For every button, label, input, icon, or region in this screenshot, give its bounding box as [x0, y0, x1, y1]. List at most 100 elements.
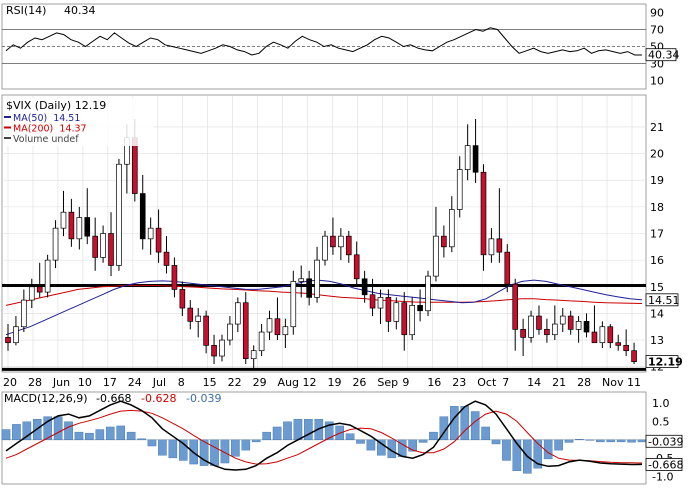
- candle-body: [583, 321, 590, 333]
- macd-histogram-bar: [554, 439, 563, 451]
- macd-histogram-bar: [53, 416, 63, 441]
- macd-histogram-bar: [105, 426, 115, 441]
- macd-last-label: -0.668: [648, 458, 683, 471]
- macd-histogram-bar: [74, 431, 84, 441]
- macd-histogram-bar: [43, 416, 53, 441]
- price-y-tick: 19: [650, 174, 664, 187]
- macd-histogram-bar: [575, 439, 584, 441]
- macd-histogram-bar: [502, 439, 511, 461]
- candle-body: [401, 302, 408, 336]
- macd-histogram-bar: [262, 431, 271, 441]
- price-y-tick: 20: [650, 148, 664, 161]
- candle-body: [591, 331, 598, 344]
- price-y-tick: 15: [650, 281, 664, 294]
- macd-histogram-bar: [283, 421, 292, 441]
- candle-body: [330, 235, 336, 248]
- macd-last-label: -0.039: [648, 435, 683, 448]
- rsi-last-value: 40.34: [648, 49, 680, 62]
- macd-line: [5, 400, 643, 471]
- macd-histogram-bar: [481, 426, 490, 441]
- chart-title: $VIX (Daily) 12.19: [6, 99, 106, 112]
- macd-last-box: [645, 434, 683, 448]
- x-tick-label: Sep: [377, 376, 398, 389]
- candle-body: [36, 286, 43, 293]
- macd-legend-name: MACD(12,26,9): [4, 392, 88, 405]
- x-tick-label: 21: [552, 376, 566, 389]
- legend-value: 14.51: [53, 113, 80, 124]
- macd-y-tick: 0.5: [652, 415, 670, 428]
- legend-name: MA(50): [13, 113, 47, 124]
- macd-histogram-bar: [137, 438, 146, 441]
- legend-name: Volume undef: [13, 134, 79, 145]
- legend-bg: [4, 98, 154, 146]
- macd-histogram-bar: [429, 431, 438, 441]
- candle-body: [163, 251, 170, 266]
- candle-body: [417, 305, 423, 312]
- candle-body: [171, 265, 178, 290]
- candle-body: [68, 211, 75, 240]
- price-last-label: 14.51: [648, 294, 680, 307]
- candle-body: [100, 233, 106, 258]
- candle-body: [369, 294, 376, 309]
- x-tick-label: Nov: [602, 376, 624, 389]
- candle-body: [409, 305, 415, 336]
- candle-body: [274, 318, 281, 336]
- x-tick-label: 12: [303, 376, 317, 389]
- candle-body: [290, 281, 297, 328]
- macd-histogram-bar: [512, 439, 522, 471]
- macd-histogram-bar: [147, 439, 157, 447]
- candle-body: [203, 315, 209, 346]
- candle-body: [266, 318, 273, 333]
- candle-body: [353, 254, 360, 280]
- x-tick-label: 17: [103, 376, 117, 389]
- candle-body: [393, 302, 400, 322]
- ma200-line: [5, 284, 643, 306]
- candle-body: [52, 227, 59, 261]
- macd-histogram-bar: [491, 439, 501, 445]
- macd-y-tick: -1.0: [652, 471, 673, 484]
- macd-histogram-bar: [231, 439, 240, 457]
- candle-body: [147, 227, 154, 240]
- rsi-legend-value: 40.34: [64, 4, 96, 17]
- macd-panel: 1.00.50.0-0.5-1.0MACD(12,26,9)-0.668-0.6…: [1, 391, 683, 485]
- macd-histogram-bar: [627, 439, 636, 443]
- candle-body: [441, 235, 447, 248]
- candle-body: [84, 217, 91, 237]
- candle-body: [575, 321, 582, 330]
- macd-histogram-bar: [272, 426, 282, 441]
- x-tick-label: Oct: [477, 376, 497, 389]
- price-y-tick: 17: [650, 228, 664, 241]
- macd-histogram-bar: [377, 439, 386, 456]
- ma50-line: [5, 279, 643, 336]
- x-tick-label: 8: [178, 376, 185, 389]
- macd-histogram-bar: [1, 429, 11, 441]
- x-tick-label: Jun: [52, 376, 70, 389]
- x-tick-label: Jul: [152, 376, 166, 389]
- macd-histogram-bar: [22, 421, 32, 441]
- macd-histogram-bar: [460, 406, 470, 441]
- rsi-legend-name: RSI(14): [6, 4, 46, 17]
- macd-last-box: [645, 458, 683, 471]
- candle-body: [21, 299, 27, 328]
- macd-y-tick: 1.0: [652, 397, 670, 410]
- candle-body: [433, 235, 439, 277]
- x-tick-label: 16: [427, 376, 441, 389]
- candle-body: [448, 209, 455, 248]
- candle-body: [92, 235, 98, 258]
- price-y-tick: 14: [650, 307, 664, 320]
- candle-body: [179, 289, 186, 309]
- candle-body: [567, 315, 574, 330]
- macd-legend-hist: -0.039: [186, 392, 221, 405]
- candle-body: [13, 326, 19, 344]
- x-tick-label: 24: [128, 376, 142, 389]
- macd-histogram-bar: [251, 439, 261, 443]
- rsi-y-tick: 10: [650, 75, 664, 88]
- price-last-box: [645, 355, 679, 369]
- candle-body: [456, 169, 463, 210]
- macd-histogram-bar: [241, 439, 251, 451]
- candle-body: [552, 323, 558, 336]
- candle-body: [338, 235, 344, 248]
- candle-body: [28, 286, 35, 301]
